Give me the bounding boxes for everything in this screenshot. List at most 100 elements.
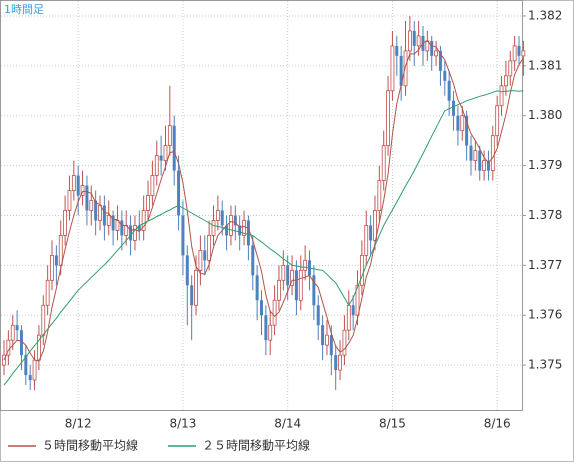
candle-body <box>190 285 194 306</box>
candle-body <box>386 90 390 147</box>
candle-body <box>260 300 263 316</box>
candle-body <box>41 304 46 336</box>
candle-body <box>460 115 465 132</box>
candle-body <box>390 45 395 92</box>
candle-body <box>255 275 259 301</box>
candle-body <box>220 210 224 226</box>
candle-body <box>264 315 268 341</box>
legend-label: ２５時間移動平均線 <box>202 438 310 453</box>
candle-body <box>377 180 382 211</box>
candle-body <box>351 305 355 316</box>
candle-body <box>430 40 434 56</box>
x-tick-label: 8/16 <box>484 417 511 431</box>
candle-body <box>478 150 482 171</box>
candle-body <box>338 354 342 371</box>
candle-body <box>395 45 399 56</box>
candle-body <box>342 329 347 356</box>
candle-body <box>495 105 500 137</box>
candle-body <box>159 155 163 161</box>
x-tick-label: 8/15 <box>379 417 406 431</box>
candle-body <box>334 355 338 371</box>
candle-body <box>45 279 50 306</box>
candle-body <box>207 235 212 261</box>
candle-body <box>312 275 316 306</box>
candle-body <box>416 35 421 47</box>
candle-body <box>399 55 403 86</box>
candle-body <box>215 210 220 221</box>
candle-body <box>80 185 85 196</box>
candle-body <box>163 145 168 162</box>
candle-body <box>456 115 460 131</box>
candle-body <box>290 269 294 286</box>
candle-body <box>150 175 155 196</box>
y-tick-label: 1.378 <box>528 208 562 222</box>
chart-title: 1時間足 <box>4 3 44 16</box>
candle-body <box>63 210 68 236</box>
candle-body <box>98 205 102 221</box>
x-tick-label: 8/12 <box>65 417 92 431</box>
candle-body <box>129 225 133 241</box>
candle-body <box>111 215 115 231</box>
candle-body <box>482 160 486 171</box>
candle-body <box>233 215 237 226</box>
y-tick-label: 1.377 <box>528 258 562 272</box>
candle-body <box>94 200 98 221</box>
candle-body <box>303 259 308 271</box>
candle-body <box>486 160 490 171</box>
candle-body <box>133 225 137 241</box>
ma-line <box>3 40 524 362</box>
candle-body <box>251 245 255 276</box>
candle-body <box>15 325 19 331</box>
candle-body <box>268 324 273 341</box>
candle-body <box>115 220 120 231</box>
candle-body <box>102 205 106 226</box>
candle-body <box>521 50 526 57</box>
candle-body <box>85 185 89 211</box>
candle-body <box>106 215 111 226</box>
candle-body <box>403 50 408 87</box>
candle-body <box>225 225 229 236</box>
candle-body <box>172 125 176 171</box>
candle-body <box>298 269 303 301</box>
candle-body <box>229 215 233 236</box>
candle-body <box>177 170 181 216</box>
candle-body <box>329 335 333 356</box>
candle-body <box>194 269 198 306</box>
y-tick-label: 1.382 <box>528 8 562 22</box>
candle-body <box>242 220 246 236</box>
candle-body <box>355 284 360 316</box>
candle-body <box>508 60 513 77</box>
candle-body <box>373 210 377 241</box>
candle-body <box>447 80 451 101</box>
candle-body <box>141 210 146 231</box>
candle-body <box>54 255 58 266</box>
candle-body <box>238 225 242 236</box>
candle-body <box>19 330 23 356</box>
candle-body <box>181 215 185 256</box>
candle-body <box>346 304 351 331</box>
candle-body <box>185 255 189 286</box>
candle-body <box>146 195 150 211</box>
x-tick-label: 8/13 <box>169 417 196 431</box>
candle-body <box>473 150 478 162</box>
candle-body <box>359 254 364 286</box>
candle-body <box>211 220 216 236</box>
y-tick-label: 1.376 <box>528 308 562 322</box>
candle-body <box>294 270 298 301</box>
candle-body <box>512 45 517 62</box>
candle-body <box>120 220 124 236</box>
candle-body <box>2 354 6 366</box>
candle-body <box>517 45 521 56</box>
candle-body <box>443 70 447 81</box>
y-tick-label: 1.381 <box>528 58 562 72</box>
candle-body <box>58 235 63 266</box>
y-tick-label: 1.380 <box>528 108 562 122</box>
candle-body <box>10 324 15 341</box>
candle-body <box>76 175 80 196</box>
candle-body <box>364 225 369 256</box>
plot-area <box>0 0 523 411</box>
candle-body <box>465 115 469 146</box>
candle-body <box>499 85 504 107</box>
